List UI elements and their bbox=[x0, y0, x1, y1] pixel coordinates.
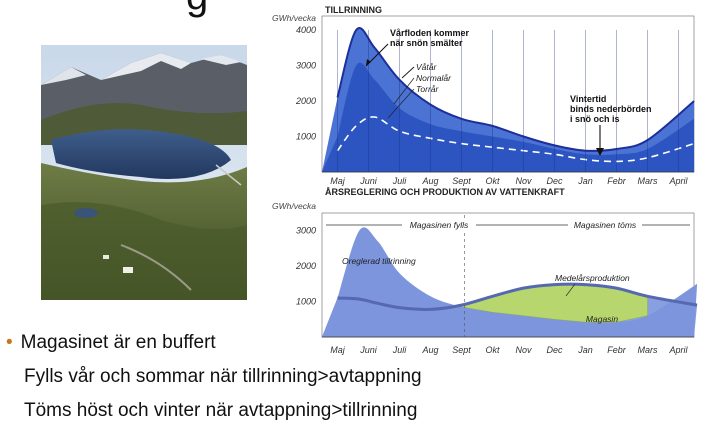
chart1-x-tick-label: Mars bbox=[638, 176, 658, 186]
chart1-annotation-winter: Vintertid bbox=[570, 94, 606, 104]
chart2-series-label-unregulated: Oreglerad tillrinning bbox=[342, 256, 416, 266]
chart2-y-axis-label: GWh/vecka bbox=[272, 201, 316, 211]
chart2-x-tick-label: April bbox=[668, 345, 688, 355]
chart1-legend-label: Normalår bbox=[416, 73, 452, 83]
chart1-y-axis-label: GWh/vecka bbox=[272, 13, 316, 23]
chart1-annotation-spring: Vårfloden kommer bbox=[390, 28, 470, 38]
chart1-y-tick-label: 4000 bbox=[296, 25, 316, 35]
chart1-normal-area bbox=[322, 62, 694, 172]
chart1-annotation-spring-line2: när snön smälter bbox=[390, 38, 463, 48]
chart2-x-tick-label: Juni bbox=[359, 345, 378, 355]
chart2-phase-label-bg bbox=[402, 218, 476, 231]
slide-title-fragment: g bbox=[186, 0, 208, 19]
chart1-x-tick-label: Aug bbox=[421, 176, 438, 186]
chart2-x-tick-label: Mars bbox=[638, 345, 658, 355]
chart1-x-tick-label: April bbox=[668, 176, 688, 186]
chart1-x-tick-label: Okt bbox=[485, 176, 500, 186]
chart1-legend-label: Torrår bbox=[416, 84, 440, 94]
chart1-x-tick-label: Febr bbox=[607, 176, 627, 186]
chart2-production-leader bbox=[565, 283, 576, 297]
chart2-production-line bbox=[337, 282, 698, 311]
chart1-legend-leader bbox=[393, 77, 415, 105]
bullet-sub-1: Fylls vår och sommar när tillrinning>avt… bbox=[24, 366, 422, 387]
chart1-x-tick-label: Sept bbox=[452, 176, 471, 186]
chart1-x-tick-label: Juli bbox=[392, 176, 408, 186]
chart1-title: TILLRINNING bbox=[325, 5, 382, 15]
arsreglering-chart: ÅRSREGLERING OCH PRODUKTION AV VATTENKRA… bbox=[272, 187, 698, 355]
chart1-x-tick-label: Jan bbox=[577, 176, 593, 186]
chart1-legend-label: Våtår bbox=[416, 62, 437, 72]
tillrinning-chart: Maj Juni Juli Aug Sept Okt Nov Dec Jan Febr Mars Ap… bbox=[272, 5, 695, 186]
chart1-y-tick-label: 1000 bbox=[296, 132, 316, 142]
chart1-legend-leader bbox=[387, 88, 415, 119]
chart2-y-tick-label: 3000 bbox=[296, 226, 316, 236]
chart1-legend-leader bbox=[401, 66, 415, 79]
chart2-y-tick-label: 1000 bbox=[296, 297, 316, 307]
chart1-x-tick-label: Maj bbox=[330, 176, 346, 186]
mountain-lake-photo bbox=[41, 45, 247, 300]
chart2-x-tick-label: Maj bbox=[330, 345, 346, 355]
chart1-x-tick-label: Dec bbox=[546, 176, 563, 186]
chart1-annotation-winter-line2: binds nederbörden bbox=[570, 104, 652, 114]
bullet-sub-2: Töms höst och vinter när avtappning>till… bbox=[24, 400, 418, 421]
chart1-annotation-arrowhead-icon bbox=[366, 59, 371, 66]
bullet-dot-icon: • bbox=[6, 332, 13, 353]
chart1-annotation-arrowhead-icon bbox=[596, 148, 604, 156]
chart2-x-tick-label: Juli bbox=[392, 345, 408, 355]
bullet-main: • Magasinet är en buffert bbox=[6, 332, 216, 354]
chart2-x-tick-label: Febr bbox=[607, 345, 627, 355]
chart2-phase-label-fill: Magasinen fylls bbox=[410, 220, 469, 230]
chart2-title: ÅRSREGLERING OCH PRODUKTION AV VATTENKRA… bbox=[325, 187, 565, 197]
bullet-main-text: Magasinet är en buffert bbox=[20, 332, 216, 353]
chart2-x-tick-label: Jan bbox=[577, 345, 593, 355]
hydro-charts: Maj Juni Juli Aug Sept Okt Nov Dec Jan Febr Mars Ap… bbox=[272, 5, 698, 355]
chart2-x-tick-label: Sept bbox=[452, 345, 471, 355]
chart1-x-tick-label: Nov bbox=[515, 176, 532, 186]
chart2-phase-label-empty: Magasinen töms bbox=[574, 220, 637, 230]
chart2-y-tick-label: 2000 bbox=[295, 261, 316, 271]
chart2-x-tick-label: Aug bbox=[421, 345, 438, 355]
chart1-y-tick-label: 2000 bbox=[295, 96, 316, 106]
chart1-annotation-winter-line3: i snö och is bbox=[570, 114, 620, 124]
chart2-x-tick-label: Nov bbox=[515, 345, 532, 355]
chart2-series-label-production: Medelårsproduktion bbox=[555, 273, 630, 283]
chart1-x-tick-label: Juni bbox=[359, 176, 378, 186]
chart2-storage-label: Magasin bbox=[586, 314, 618, 324]
chart2-x-tick-label: Dec bbox=[546, 345, 563, 355]
chart2-x-tick-label: Okt bbox=[485, 345, 500, 355]
chart2-phase-label-bg bbox=[568, 218, 642, 231]
chart1-y-tick-label: 3000 bbox=[296, 61, 316, 71]
